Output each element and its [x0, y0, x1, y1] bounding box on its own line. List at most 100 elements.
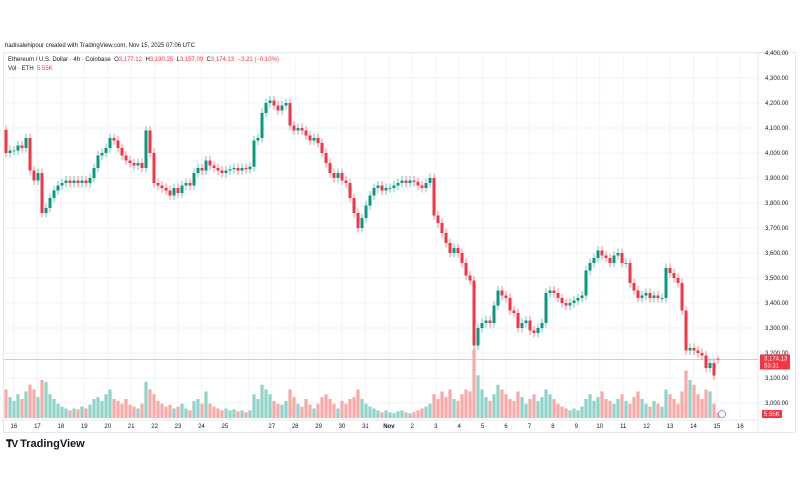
high-label: H [145, 57, 150, 63]
candle-body [276, 105, 280, 111]
candle-body [468, 275, 472, 281]
volume-bar [640, 399, 644, 418]
candle-body [92, 168, 96, 178]
volume-bar [548, 394, 552, 418]
candle-body [688, 348, 692, 351]
candle-body [532, 330, 536, 333]
volume-bar [456, 400, 460, 418]
candle-body [180, 185, 184, 193]
candle-body [524, 320, 528, 323]
volume-bar [84, 408, 88, 418]
volume-bar [612, 403, 616, 418]
volume-bar [464, 389, 468, 418]
candle-countdown: 53:31 [764, 363, 780, 369]
candle-body [200, 168, 204, 171]
candle-body [576, 298, 580, 301]
volume-bar [412, 412, 416, 418]
candle-body [264, 103, 268, 113]
volume-bar [112, 399, 116, 418]
candle-body [648, 293, 652, 298]
candle-body [432, 178, 436, 216]
candle-body [584, 270, 588, 296]
volume-bar [576, 410, 580, 418]
candle-body [344, 180, 348, 183]
candle-body [300, 128, 304, 131]
candle-body [220, 170, 224, 173]
volume-bar [696, 394, 700, 418]
volume-bar [344, 403, 348, 418]
volume-bar [536, 400, 540, 418]
volume-bar [268, 394, 272, 418]
volume-bar [484, 397, 488, 418]
candle-body [148, 130, 152, 153]
volume-bar [672, 399, 676, 418]
volume-bar [544, 389, 548, 418]
volume-bar [624, 400, 628, 418]
x-tick-label: 2 [411, 424, 415, 430]
volume-bar [172, 408, 176, 418]
volume-bar [136, 408, 140, 418]
volume-bar [36, 397, 40, 418]
candle-body [444, 233, 448, 243]
candle-body [664, 268, 668, 298]
candle-body [96, 155, 100, 168]
candle-body [164, 188, 168, 191]
last-price-label: 3,174.13 [764, 356, 788, 362]
candle-body [516, 313, 520, 328]
x-tick-label: 27 [268, 424, 275, 430]
volume-bar [516, 391, 520, 418]
volume-bar [708, 391, 712, 418]
candle-body [428, 178, 432, 183]
candle-body [52, 190, 56, 198]
volume-bar [448, 389, 452, 418]
volume-bar [620, 394, 624, 418]
volume-bar [656, 403, 660, 418]
volume-bar [588, 394, 592, 418]
candle-body [668, 268, 672, 273]
volume-bar [556, 403, 560, 418]
y-tick-label: 3,100.00 [765, 376, 789, 382]
candle-body [488, 320, 492, 323]
candle-body [168, 190, 172, 196]
candle-body [296, 128, 300, 131]
candle-body [424, 183, 428, 188]
volume-bar [164, 406, 168, 418]
volume-bar [228, 410, 232, 418]
realtime-marker-icon [718, 410, 726, 418]
candle-body [324, 153, 328, 163]
volume-bar [652, 400, 656, 418]
candle-body [640, 295, 644, 298]
y-tick-label: 4,100.00 [765, 126, 789, 132]
candle-body [292, 125, 296, 131]
candle-body [268, 100, 272, 103]
volume-bar [440, 391, 444, 418]
symbol-title[interactable]: Ethereum / U.S. Dollar · 4h · Coinbase [8, 57, 111, 63]
candle-body [636, 290, 640, 298]
volume-bar [300, 406, 304, 418]
candle-body [376, 185, 380, 188]
volume-bar [436, 399, 440, 418]
candle-body [592, 258, 596, 263]
volume-bar [616, 399, 620, 418]
volume-title[interactable]: Vol · ETH [8, 66, 34, 72]
x-tick-label: 24 [198, 424, 205, 430]
volume-bar [216, 408, 220, 418]
volume-bar [244, 412, 248, 418]
volume-bar [24, 391, 28, 418]
candle-body [568, 303, 572, 306]
candle-body [404, 180, 408, 183]
volume-bar [152, 394, 156, 418]
candle-body [672, 273, 676, 278]
volume-bar [500, 389, 504, 418]
candle-body [472, 280, 476, 346]
x-tick-label: 17 [34, 424, 41, 430]
x-tick-label: 25 [222, 424, 229, 430]
x-tick-label: 14 [690, 424, 697, 430]
chart-legend: Ethereum / U.S. Dollar · 4h · Coinbase O… [8, 56, 279, 74]
candle-body [320, 143, 324, 153]
candle-body [284, 103, 288, 106]
volume-badge [762, 410, 782, 418]
x-tick-label: 5 [481, 424, 485, 430]
volume-bar [508, 399, 512, 418]
